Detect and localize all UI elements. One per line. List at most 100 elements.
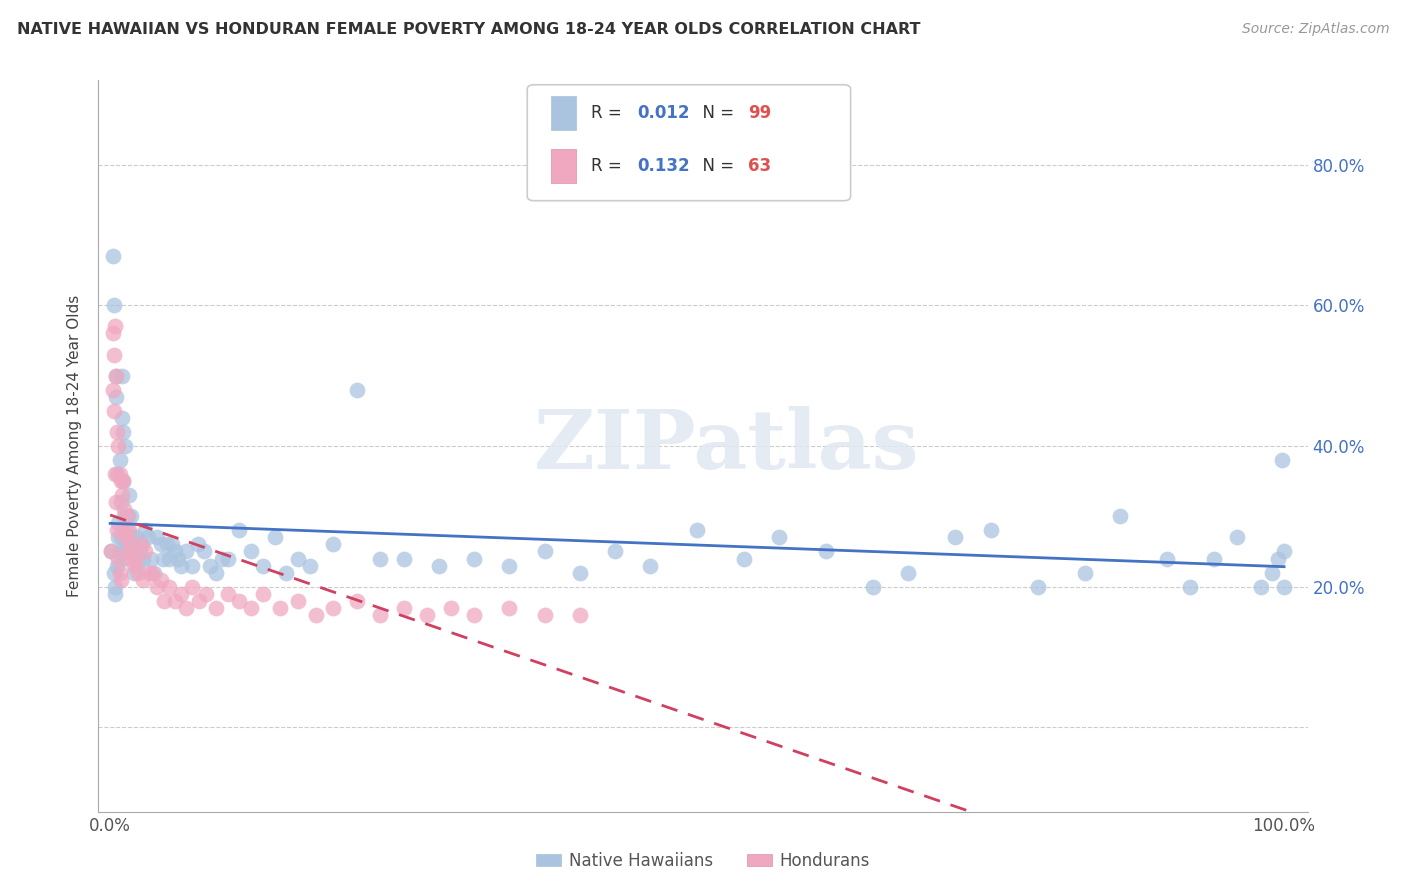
Point: [1267, 551, 1289, 566]
Point: [188, 593, 211, 607]
Point: [100, 544, 122, 558]
Point: [1272, 544, 1295, 558]
Point: [107, 551, 129, 566]
Point: [181, 580, 204, 594]
Point: [980, 524, 1002, 538]
Point: [217, 587, 239, 601]
Point: [155, 537, 177, 551]
Point: [107, 530, 129, 544]
Point: [114, 530, 136, 544]
Point: [169, 587, 191, 601]
Point: [131, 537, 153, 551]
Point: [187, 537, 209, 551]
Point: [117, 544, 139, 558]
Point: [129, 537, 152, 551]
Point: [1226, 530, 1249, 544]
Point: [127, 566, 149, 580]
Text: R =: R =: [591, 158, 627, 176]
Point: [118, 524, 141, 538]
Point: [110, 530, 132, 544]
Point: [115, 524, 138, 538]
Point: [1202, 551, 1225, 566]
Point: [110, 495, 132, 509]
Point: [862, 580, 884, 594]
Point: [111, 368, 134, 383]
Point: [108, 453, 131, 467]
Point: [120, 551, 142, 566]
Point: [1026, 580, 1049, 594]
Point: [142, 566, 165, 580]
Point: [1261, 566, 1284, 580]
Legend: Native Hawaiians, Hondurans: Native Hawaiians, Hondurans: [529, 846, 877, 877]
Point: [132, 551, 155, 566]
Point: [112, 425, 135, 439]
Point: [112, 524, 135, 538]
Point: [134, 524, 156, 538]
Point: [176, 544, 198, 558]
Point: [105, 524, 128, 538]
Point: [105, 425, 128, 439]
Point: [103, 347, 125, 362]
Point: [368, 607, 391, 622]
Point: [163, 544, 186, 558]
Point: [228, 524, 250, 538]
Point: [346, 593, 368, 607]
Point: [1180, 580, 1202, 594]
Point: [120, 537, 142, 551]
Point: [181, 558, 204, 573]
Point: [146, 580, 169, 594]
Point: [392, 551, 415, 566]
Point: [104, 319, 127, 334]
Text: N =: N =: [692, 104, 740, 122]
Point: [103, 298, 125, 312]
Point: [533, 607, 555, 622]
Point: [211, 551, 233, 566]
Point: [568, 607, 591, 622]
Point: [152, 551, 174, 566]
Point: [115, 509, 138, 524]
Point: [304, 607, 326, 622]
Point: [287, 551, 309, 566]
Point: [114, 439, 136, 453]
Point: [112, 474, 135, 488]
Point: [153, 593, 176, 607]
Point: [733, 551, 755, 566]
Point: [169, 558, 191, 573]
Point: [104, 587, 127, 601]
Point: [439, 600, 461, 615]
Point: [110, 474, 132, 488]
Text: 99: 99: [748, 104, 772, 122]
Text: 0.012: 0.012: [637, 104, 689, 122]
Point: [287, 593, 309, 607]
Text: 63: 63: [748, 158, 770, 176]
Point: [138, 566, 160, 580]
Point: [638, 558, 661, 573]
Point: [416, 607, 439, 622]
Text: N =: N =: [692, 158, 740, 176]
Point: [217, 551, 239, 566]
Point: [112, 544, 135, 558]
Point: [368, 551, 391, 566]
Point: [897, 566, 920, 580]
Point: [134, 544, 156, 558]
Point: [141, 551, 163, 566]
Point: [193, 544, 215, 558]
Point: [252, 587, 274, 601]
Point: [122, 558, 145, 573]
Point: [125, 551, 148, 566]
Point: [195, 587, 218, 601]
Point: [945, 530, 967, 544]
Point: [118, 488, 141, 502]
Point: [105, 467, 128, 482]
Point: [101, 326, 124, 341]
Point: [269, 600, 291, 615]
Point: [107, 439, 129, 453]
Point: [204, 566, 226, 580]
Point: [322, 537, 344, 551]
Point: [240, 600, 263, 615]
Point: [105, 368, 128, 383]
Point: [346, 383, 368, 397]
Text: ZIPatlas: ZIPatlas: [534, 406, 920, 486]
Point: [111, 551, 134, 566]
Point: [108, 544, 131, 558]
